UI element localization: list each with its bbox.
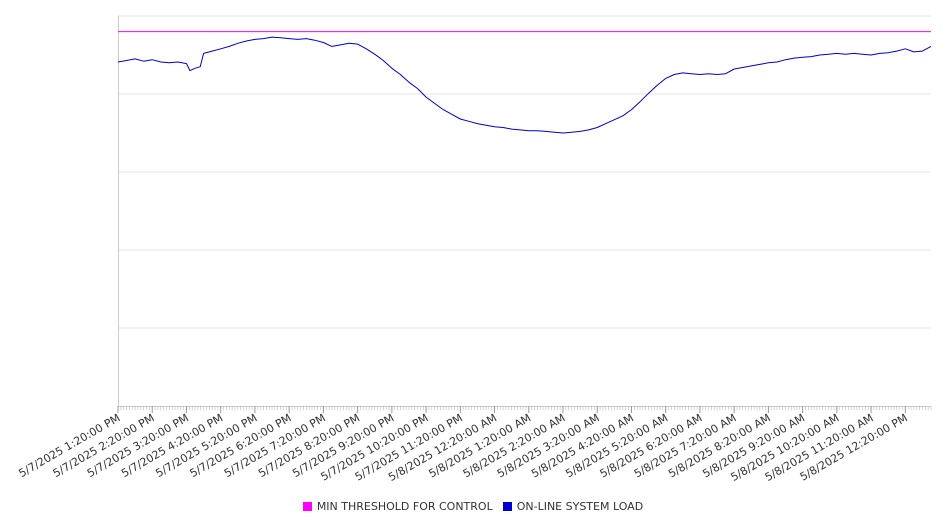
- legend: MIN THRESHOLD FOR CONTROL ON-LINE SYSTEM…: [0, 497, 946, 515]
- axes-layer: [117, 16, 932, 413]
- series-layer: [117, 31, 932, 134]
- legend-label-threshold: MIN THRESHOLD FOR CONTROL: [316, 499, 493, 513]
- legend-label-system-load: ON-LINE SYSTEM LOAD: [516, 499, 644, 513]
- legend-item-threshold[interactable]: MIN THRESHOLD FOR CONTROL: [302, 499, 493, 513]
- legend-swatch-system-load: [502, 501, 512, 511]
- series-line-system-load: [117, 36, 932, 134]
- grid-layer: [118, 15, 931, 329]
- legend-swatch-threshold: [302, 501, 312, 511]
- legend-item-system-load[interactable]: ON-LINE SYSTEM LOAD: [502, 499, 644, 513]
- x-tick-labels: 5/7/2025 1:20:00 PM5/7/2025 2:20:00 PM5/…: [16, 411, 909, 484]
